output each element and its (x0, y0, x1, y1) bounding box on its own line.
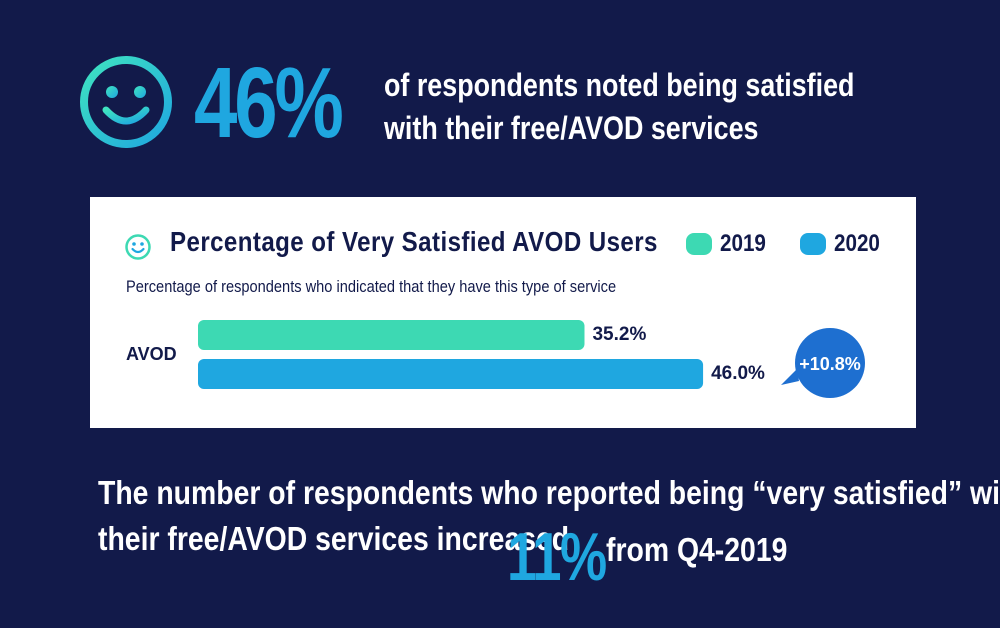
category-label: AVOD (126, 344, 177, 364)
annotation-label: +10.8% (799, 354, 861, 374)
data-label-2019: 35.2% (592, 324, 646, 345)
legend-item-2020: 2020 (800, 230, 887, 257)
chart-panel: Percentage of Very Satisfied AVOD Users … (90, 197, 916, 428)
bar-2019 (198, 320, 585, 350)
footer-line-1: The number of respondents who reported b… (98, 474, 1000, 511)
bar-chart: AVOD 35.2% 46.0% +10.8% (126, 320, 865, 398)
footer-line-2: their free/AVOD services increased (98, 520, 570, 557)
bar-2020 (198, 359, 704, 389)
headline-stat: 46% (194, 47, 344, 159)
small-smiley-icon (124, 233, 152, 261)
footer-tail: from Q4-2019 (606, 531, 788, 568)
chart-subtitle: Percentage of respondents who indicated … (126, 277, 617, 296)
footer-stat: 11% (507, 519, 607, 595)
legend-swatch-2020 (800, 233, 826, 255)
annotation-badge (795, 328, 865, 398)
smiley-icon (78, 54, 174, 150)
legend-label-2020: 2020 (834, 230, 880, 257)
legend-label-2019: 2019 (720, 230, 766, 257)
headline-line-1: of respondents noted being satisfied (384, 67, 855, 103)
headline-line-2: with their free/AVOD services (384, 110, 759, 146)
legend-swatch-2019 (686, 233, 712, 255)
headline-text: of respondents noted being satisfied wit… (384, 64, 855, 150)
annotation-pointer (781, 369, 799, 385)
footer-text: The number of respondents who reported b… (98, 470, 1000, 562)
chart-title: Percentage of Very Satisfied AVOD Users (170, 226, 658, 257)
legend-item-2019: 2019 (686, 230, 773, 257)
data-label-2020: 46.0% (711, 363, 765, 384)
